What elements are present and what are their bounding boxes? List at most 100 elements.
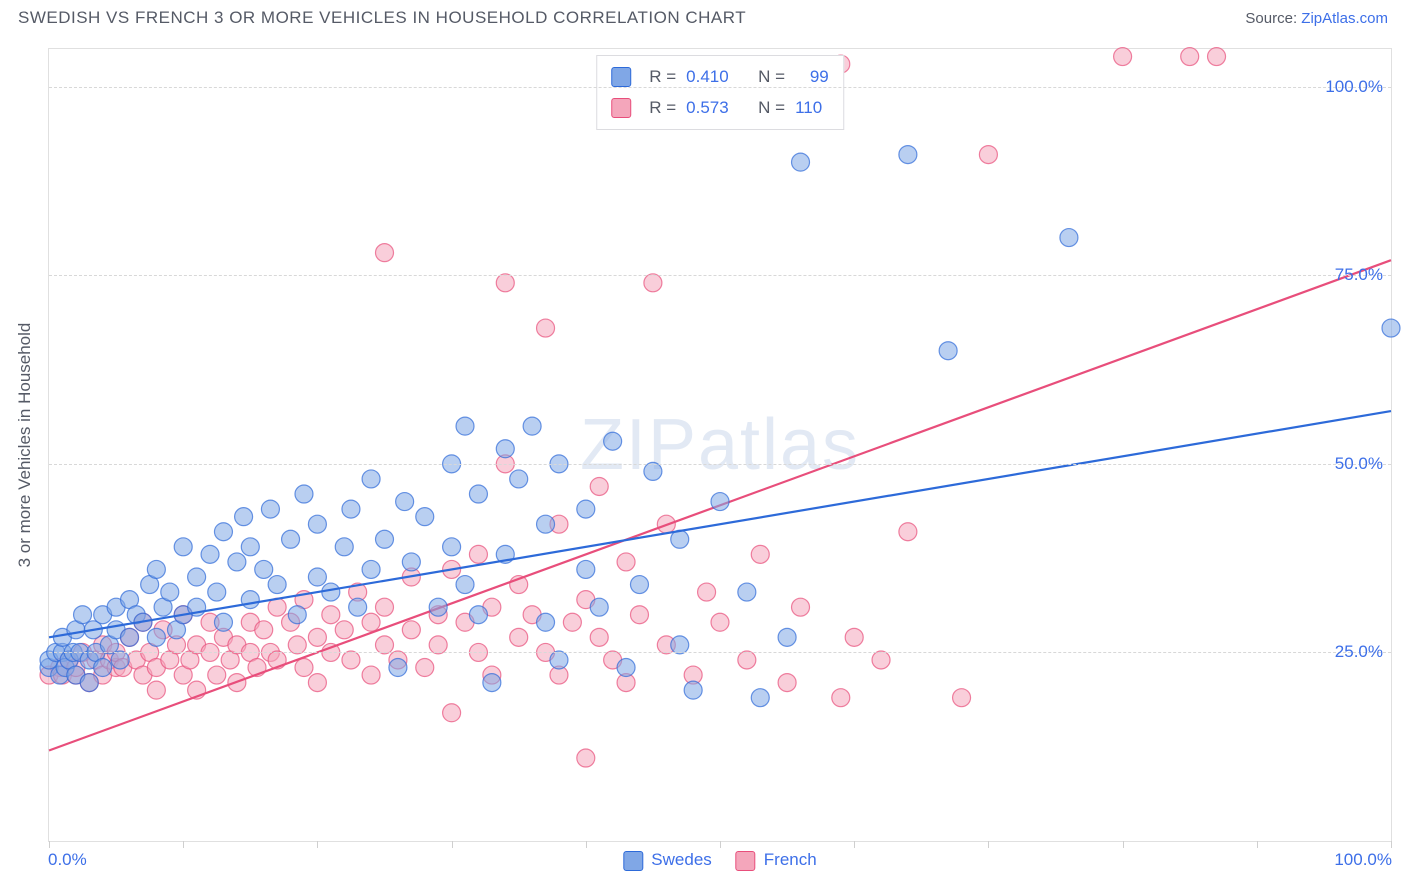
data-point [698,583,716,601]
xtick [452,841,453,848]
data-point [342,651,360,669]
data-point [188,568,206,586]
data-point [255,560,273,578]
data-point [1060,229,1078,247]
data-point [322,606,340,624]
xtick [1123,841,1124,848]
data-point [308,515,326,533]
french-n-value: 110 [795,93,822,124]
swedes-swatch-icon [623,851,643,871]
data-point [322,583,340,601]
ytick-label: 25.0% [1335,642,1383,662]
data-point [523,417,541,435]
data-point [577,500,595,518]
data-point [630,576,648,594]
legend-item-swedes: Swedes [623,850,711,871]
legend-stats-row-swedes: R = 0.410 N = 99 [611,62,829,93]
data-point [214,523,232,541]
data-point [376,598,394,616]
scatter-plot [49,49,1391,841]
data-point [261,500,279,518]
french-r-value: 0.573 [686,93,729,124]
ytick-label: 50.0% [1335,454,1383,474]
data-point [738,583,756,601]
data-point [376,244,394,262]
swedes-r-value: 0.410 [686,62,729,93]
xtick [183,841,184,848]
data-point [308,568,326,586]
data-point [402,621,420,639]
data-point [563,613,581,631]
data-point [671,636,689,654]
data-point [201,545,219,563]
xtick [586,841,587,848]
data-point [590,628,608,646]
data-point [939,342,957,360]
source-credit: Source: ZipAtlas.com [1245,10,1388,27]
data-point [443,704,461,722]
xtick [317,841,318,848]
xtick [1257,841,1258,848]
data-point [241,538,259,556]
data-point [953,689,971,707]
data-point [778,674,796,692]
french-swatch-icon [736,851,756,871]
data-point [590,598,608,616]
data-point [832,689,850,707]
data-point [1208,48,1226,66]
data-point [174,538,192,556]
french-label: French [764,850,817,869]
data-point [469,485,487,503]
xtick [1391,841,1392,848]
data-point [94,659,112,677]
data-point [161,583,179,601]
xtick [49,841,50,848]
data-point [617,553,635,571]
data-point [510,470,528,488]
source-prefix: Source: [1245,10,1301,27]
data-point [510,628,528,646]
data-point [644,274,662,292]
swedes-label: Swedes [651,850,711,869]
legend-stats-box: R = 0.410 N = 99 R = 0.573 N = 110 [596,55,844,130]
data-point [74,606,92,624]
data-point [288,606,306,624]
data-point [537,613,555,631]
data-point [288,636,306,654]
gridline [49,652,1391,653]
data-point [537,319,555,337]
data-point [241,591,259,609]
data-point [335,621,353,639]
series-legend: Swedes French [623,850,816,871]
data-point [496,274,514,292]
gridline [49,464,1391,465]
x-max-label: 100.0% [1334,850,1392,870]
data-point [1181,48,1199,66]
data-point [644,462,662,480]
data-point [121,628,139,646]
data-point [362,470,380,488]
xtick [988,841,989,848]
data-point [483,674,501,692]
data-point [443,538,461,556]
source-link[interactable]: ZipAtlas.com [1301,10,1388,27]
data-point [792,598,810,616]
swedes-n-value: 99 [810,62,829,93]
ytick-label: 75.0% [1335,265,1383,285]
data-point [1114,48,1132,66]
data-point [604,432,622,450]
trend-line [49,411,1391,637]
y-axis-label: 3 or more Vehicles in Household [15,323,35,568]
data-point [778,628,796,646]
data-point [496,440,514,458]
data-point [738,651,756,669]
data-point [550,651,568,669]
french-swatch-icon [611,98,631,118]
data-point [899,146,917,164]
gridline [49,275,1391,276]
data-point [792,153,810,171]
data-point [208,666,226,684]
data-point [416,659,434,677]
n-label: N = [758,93,785,124]
data-point [751,545,769,563]
